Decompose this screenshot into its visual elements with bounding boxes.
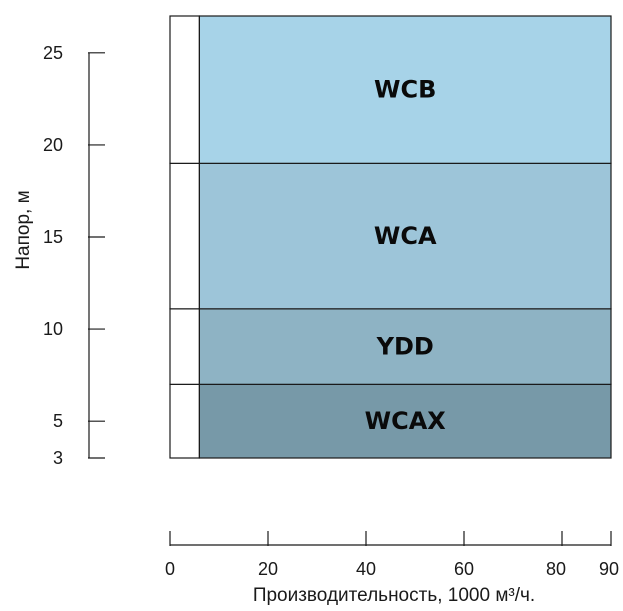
left-blank-strip	[169, 15, 200, 459]
left-strip-cell-wcax	[169, 383, 200, 459]
x-tick-label: 20	[258, 559, 278, 579]
left-strip-cell-wcb	[169, 15, 200, 164]
y-tick-label: 10	[43, 319, 63, 339]
y-axis: 3 5 10 15 20 25	[43, 43, 105, 468]
x-axis: 0 20 40 60 80 90	[165, 531, 619, 579]
band-label-wcax: WCAX	[365, 407, 447, 435]
left-strip-cell-ydd	[169, 308, 200, 385]
y-tick-label: 15	[43, 227, 63, 247]
band-label-ydd: YDD	[376, 333, 434, 361]
x-tick-label: 80	[546, 559, 566, 579]
y-axis-label: Напор, м	[13, 190, 34, 269]
y-tick-label: 20	[43, 135, 63, 155]
left-strip-cell-wca	[169, 162, 200, 310]
bands	[198, 15, 612, 459]
y-tick-label: 25	[43, 43, 63, 63]
band-wcax	[198, 383, 612, 459]
x-tick-label: 40	[356, 559, 376, 579]
x-tick-label: 90	[599, 559, 619, 579]
x-tick-label: 0	[165, 559, 175, 579]
y-tick-label: 5	[53, 411, 63, 431]
band-labels: WCAX YDD WCA WCB	[365, 76, 447, 435]
band-label-wca: WCA	[374, 222, 437, 250]
y-tick-label: 3	[53, 448, 63, 468]
band-ydd	[198, 308, 612, 385]
x-tick-label: 60	[454, 559, 474, 579]
band-wcb	[198, 15, 612, 164]
x-axis-label: Производительность, 1000 м³/ч.	[253, 585, 535, 606]
band-label-wcb: WCB	[374, 76, 436, 104]
